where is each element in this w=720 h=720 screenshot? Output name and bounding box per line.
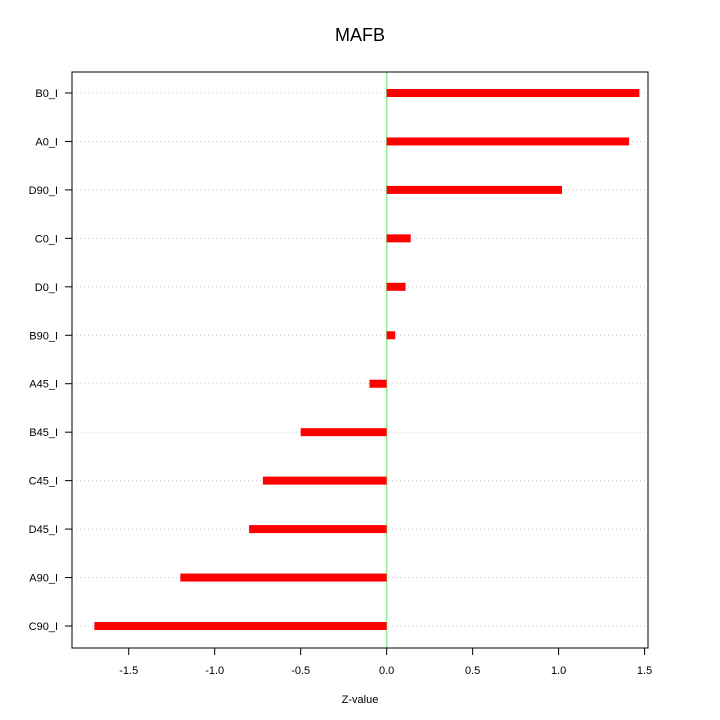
bar-C90_I: [94, 622, 387, 630]
y-tick-label-C90_I: C90_I: [29, 621, 58, 633]
y-tick-label-A90_I: A90_I: [29, 573, 58, 585]
x-axis: -1.5 -1.0 -0.5 0.0 0.5 1.0 1.5: [119, 647, 652, 677]
x-tick-label: -1.0: [205, 665, 224, 677]
bar-C45_I: [262, 476, 387, 485]
bar-C0_I: [386, 234, 411, 243]
x-tick-label: 0.5: [465, 665, 480, 677]
bar-B45_I: [300, 428, 387, 437]
bar-A45_I: [369, 379, 387, 388]
bar-D45_I: [249, 525, 387, 534]
x-axis-label: Z-value: [342, 694, 379, 706]
y-tick-label-A0_I: A0_I: [35, 136, 58, 148]
bar-A0_I: [386, 137, 630, 146]
bar-B0_I: [386, 89, 640, 97]
y-tick-label-A45_I: A45_I: [29, 379, 58, 391]
x-tick-label: -0.5: [291, 665, 310, 677]
x-tick-label: 1.5: [637, 665, 652, 677]
y-tick-label-C0_I: C0_I: [35, 233, 58, 245]
y-tick-label-D0_I: D0_I: [35, 282, 58, 294]
y-axis: B0_I A0_I D90_I C0_I D0_I B90_I A45_I B45_I C45_…: [29, 88, 73, 633]
y-tick-label-C45_I: C45_I: [29, 476, 58, 488]
grid-layer: [72, 92, 648, 627]
plot-frame: [71, 71, 649, 649]
bar-D0_I: [386, 282, 406, 291]
y-tick-label-B90_I: B90_I: [29, 330, 58, 342]
y-tick-label-D45_I: D45_I: [29, 524, 58, 536]
bars-layer: [94, 89, 640, 630]
y-tick-label-B45_I: B45_I: [29, 427, 58, 439]
bar-D90_I: [386, 185, 563, 194]
x-tick-label: 0.0: [379, 665, 394, 677]
bar-B90_I: [386, 331, 396, 340]
chart-title: MAFB: [335, 25, 385, 45]
y-tick-label-D90_I: D90_I: [29, 185, 58, 197]
bar-A90_I: [180, 573, 387, 582]
x-tick-label: -1.5: [119, 665, 138, 677]
y-tick-label-B0_I: B0_I: [35, 88, 58, 100]
x-tick-label: 1.0: [551, 665, 566, 677]
